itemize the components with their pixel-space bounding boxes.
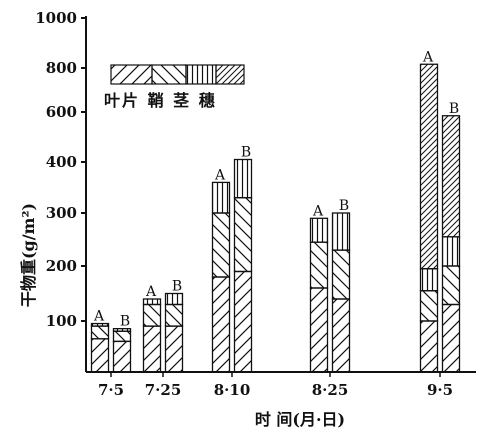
- y-tick-label: 100: [46, 312, 77, 330]
- bar-leaf-b: [112, 340, 132, 373]
- bar-leaf-a: [211, 276, 231, 373]
- bar-label-b: B: [120, 314, 130, 330]
- bar-stem-b: [331, 212, 351, 251]
- bar-sheath-a: [90, 325, 110, 340]
- y-tick-label: 1000: [35, 9, 77, 27]
- bar-sheath-a: [309, 241, 329, 289]
- bar-sheath-b: [112, 330, 132, 343]
- y-axis-label: 干物重(g/m²): [19, 203, 38, 307]
- bar-sheath-b: [441, 265, 461, 306]
- bar-leaf-a: [419, 320, 439, 373]
- bar-stem-b: [441, 236, 461, 267]
- y-tick-label: 200: [46, 257, 77, 275]
- x-tick-label: 9·5: [427, 381, 453, 399]
- bar-label-b: B: [241, 145, 251, 161]
- legend-swatch-sheath: [151, 64, 187, 85]
- bar-sheath-a: [142, 303, 162, 327]
- bar-stem-b: [233, 158, 253, 199]
- bar-sheath-b: [164, 303, 184, 327]
- bar-stem-b: [164, 292, 184, 306]
- legend-label: 叶片 鞘 茎 穗: [104, 91, 217, 110]
- bar-label-a: A: [214, 167, 226, 183]
- bar-stem-a: [211, 181, 231, 214]
- bar-label-a: A: [93, 309, 105, 325]
- legend-swatch-stem: [185, 64, 217, 85]
- bar-stem-a: [309, 217, 329, 243]
- x-tick-label: 7·5: [98, 381, 124, 399]
- x-tick-label: 8·10: [214, 381, 251, 399]
- bar-stem-a: [419, 268, 439, 292]
- x-axis: 7·5 7·25 8·10 8·25 9·5: [86, 371, 476, 399]
- y-tick-label: 400: [46, 153, 77, 171]
- legend-swatch-leaf: [110, 64, 153, 85]
- bar-stem-a: [142, 298, 162, 306]
- bar-label-a: A: [422, 49, 434, 65]
- bar-leaf-b: [441, 303, 461, 373]
- y-tick-label: 800: [46, 59, 77, 77]
- bar-label-b: B: [339, 198, 349, 214]
- y-tick-label: 600: [46, 103, 77, 121]
- bar-stem-a: [90, 322, 110, 327]
- bar-sheath-b: [331, 249, 351, 300]
- bar-panicle-b: [441, 115, 461, 238]
- y-axis: 100 200 300 400 600 800 1000: [35, 9, 87, 372]
- x-tick-label: 8·25: [312, 381, 349, 399]
- y-tick-label: 300: [46, 204, 77, 222]
- x-tick-label: 7·25: [145, 381, 182, 399]
- bar-leaf-a: [90, 338, 110, 373]
- bar-leaf-b: [331, 298, 351, 373]
- bar-label-b: B: [449, 101, 459, 117]
- x-axis-label: 时 间(月·日): [255, 410, 345, 429]
- legend: 叶片 鞘 茎 穗: [104, 64, 245, 110]
- bar-panicle-a: [419, 63, 439, 270]
- bar-leaf-b: [164, 325, 184, 373]
- bar-sheath-a: [419, 290, 439, 322]
- bar-sheath-b: [233, 197, 253, 273]
- bar-leaf-a: [309, 287, 329, 373]
- bar-sheath-a: [211, 212, 231, 278]
- legend-swatch-panicle: [215, 64, 245, 85]
- bar-label-b: B: [172, 279, 182, 295]
- bar-label-a: A: [145, 284, 157, 300]
- bar-leaf-b: [233, 270, 253, 373]
- bar-stem-b: [112, 327, 132, 332]
- bar-leaf-a: [142, 325, 162, 373]
- bar-label-a: A: [312, 203, 324, 219]
